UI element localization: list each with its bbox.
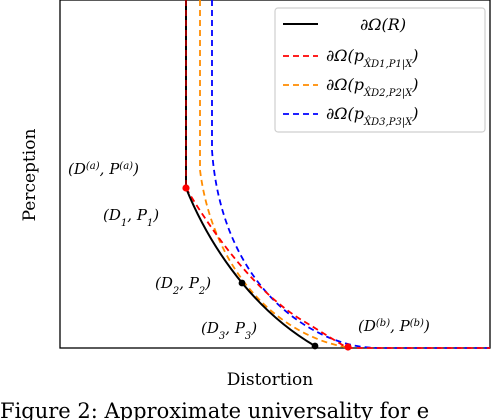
point-2 xyxy=(238,279,246,287)
y-axis-label: Perception xyxy=(20,129,40,222)
figure-caption: Figure 2: Approximate universality for e xyxy=(0,399,429,420)
point-3 xyxy=(311,342,319,350)
legend-label-omega-r: ∂Ω(R) xyxy=(360,15,406,34)
x-axis-label: Distortion xyxy=(227,370,313,390)
series-boundary-solid xyxy=(185,0,316,347)
annotation-point-3: (D3, P3) xyxy=(201,319,257,342)
point-a xyxy=(182,184,190,192)
annotation-point-1: (D1, P1) xyxy=(103,206,159,229)
plot-frame xyxy=(59,0,491,349)
legend-box xyxy=(274,7,486,133)
series-orange-dashed xyxy=(199,0,351,349)
legend: ∂Ω(R) ∂Ω(pX̂D1,P1|X) ∂Ω(pX̂D2,P2|X) ∂Ω(p… xyxy=(274,7,486,133)
point-b xyxy=(344,343,352,351)
series-blue-dashed xyxy=(211,0,490,349)
series-red-dashed xyxy=(185,187,490,349)
annotation-point-a: (D(a), P(a)) xyxy=(68,160,139,178)
annotation-point-2: (D2, P2) xyxy=(155,274,211,297)
annotation-point-b: (D(b), P(b)) xyxy=(358,317,430,335)
